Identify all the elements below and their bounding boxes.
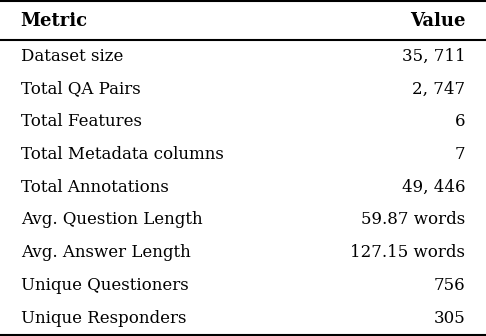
Text: 35, 711: 35, 711	[401, 48, 465, 65]
Text: Dataset size: Dataset size	[21, 48, 123, 65]
Text: Total Features: Total Features	[21, 113, 142, 130]
Text: 305: 305	[434, 310, 465, 327]
Text: 756: 756	[434, 277, 465, 294]
Text: Unique Questioners: Unique Questioners	[21, 277, 189, 294]
Text: 2, 747: 2, 747	[412, 80, 465, 97]
Text: Unique Responders: Unique Responders	[21, 310, 186, 327]
Text: Avg. Question Length: Avg. Question Length	[21, 211, 202, 228]
Text: Avg. Answer Length: Avg. Answer Length	[21, 244, 191, 261]
Text: 127.15 words: 127.15 words	[350, 244, 465, 261]
Text: Total QA Pairs: Total QA Pairs	[21, 80, 140, 97]
Text: Value: Value	[410, 11, 465, 30]
Text: Metric: Metric	[21, 11, 88, 30]
Text: Total Metadata columns: Total Metadata columns	[21, 146, 224, 163]
Text: 7: 7	[455, 146, 465, 163]
Text: 59.87 words: 59.87 words	[361, 211, 465, 228]
Text: 6: 6	[455, 113, 465, 130]
Text: Total Annotations: Total Annotations	[21, 179, 169, 196]
Text: 49, 446: 49, 446	[402, 179, 465, 196]
